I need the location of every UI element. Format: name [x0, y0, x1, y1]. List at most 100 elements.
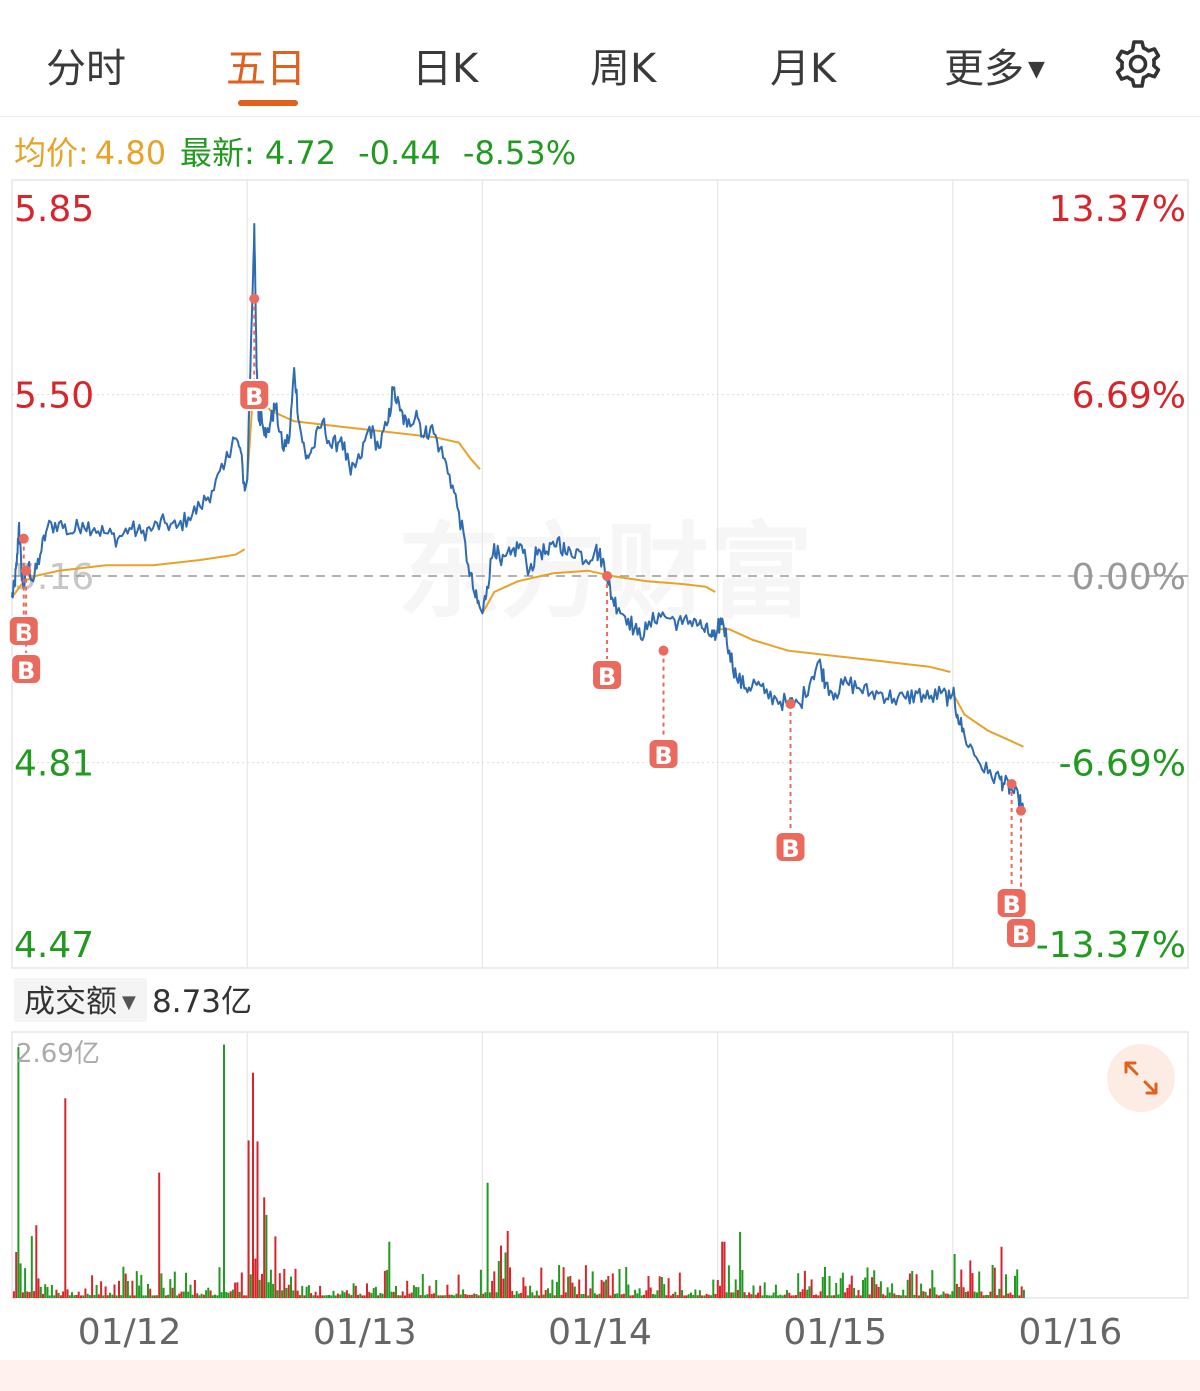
volume-bar — [862, 1279, 864, 1298]
volume-bar — [73, 1295, 76, 1298]
volume-bar — [359, 1293, 362, 1298]
volume-total: 8.73亿 — [152, 984, 252, 1020]
buy-marker[interactable]: B — [647, 645, 680, 770]
volume-bar — [522, 1277, 525, 1298]
volume-bar — [996, 1295, 999, 1298]
volume-bar — [66, 1289, 69, 1298]
volume-bar — [723, 1241, 726, 1298]
volume-bar — [328, 1295, 330, 1298]
buy-marker-badge — [647, 738, 680, 770]
volume-bar — [441, 1295, 444, 1298]
volume-bar — [727, 1265, 730, 1298]
buy-marker-label: B — [15, 619, 33, 647]
volume-bar — [578, 1279, 581, 1298]
volume-bar — [243, 1295, 246, 1298]
volume-bar — [681, 1290, 683, 1298]
volume-bar — [1007, 1293, 1010, 1298]
volume-bar — [1000, 1246, 1003, 1298]
volume-bar — [428, 1285, 431, 1298]
volume-bar — [663, 1284, 666, 1298]
volume-bar — [71, 1292, 73, 1298]
volume-bar — [946, 1293, 949, 1298]
buy-marker-dot — [658, 645, 669, 656]
volume-bar — [955, 1283, 958, 1298]
volume-bar — [734, 1279, 737, 1298]
buy-marker[interactable]: B — [995, 779, 1028, 919]
volume-bar — [227, 1292, 230, 1298]
volume-bar — [730, 1292, 733, 1298]
volume-bar — [448, 1294, 451, 1298]
volume-bar — [162, 1287, 165, 1298]
volume-bar — [468, 1294, 471, 1298]
buy-marker-dot — [1016, 805, 1027, 816]
volume-bar — [133, 1295, 136, 1298]
volume-bar — [129, 1295, 132, 1298]
volume-bar — [421, 1274, 424, 1298]
volume-bar — [560, 1294, 563, 1298]
volume-indicator-dropdown[interactable]: 成交额 — [24, 984, 117, 1020]
volume-bar — [547, 1288, 549, 1298]
volume-bar — [665, 1295, 668, 1298]
volume-bar — [897, 1295, 900, 1298]
volume-bar — [895, 1295, 898, 1298]
expand-button[interactable] — [1107, 1044, 1175, 1112]
buy-marker-badge — [7, 615, 40, 647]
volume-bar — [111, 1294, 114, 1298]
volume-bar — [258, 1279, 261, 1298]
volume-bar — [323, 1295, 326, 1298]
volume-bar — [272, 1283, 275, 1298]
tab-five-day[interactable]: 五日 — [226, 46, 306, 92]
volume-bar — [50, 1284, 53, 1298]
volume-bar — [202, 1294, 205, 1298]
volume-bar — [801, 1289, 804, 1298]
buy-marker[interactable]: B — [774, 699, 807, 863]
volume-bar — [345, 1290, 348, 1298]
volume-bar — [21, 1292, 24, 1298]
volume-bar — [506, 1230, 509, 1298]
buy-marker[interactable]: B — [7, 533, 40, 647]
volume-bar — [220, 1292, 223, 1298]
volume-bar — [967, 1291, 969, 1298]
tab-daily-k[interactable]: 日K — [412, 46, 479, 92]
volume-bar — [238, 1291, 241, 1298]
volume-bar — [652, 1294, 654, 1298]
buy-marker-label: B — [1002, 891, 1020, 919]
tab-weekly-k[interactable]: 周K — [590, 46, 657, 92]
volume-bar — [178, 1293, 181, 1298]
volume-bar — [97, 1294, 100, 1298]
volume-bar — [417, 1287, 420, 1298]
chart-canvas[interactable]: 东方财富 5.855.505.164.814.4713.37%6.69%0.00… — [0, 176, 1200, 1366]
volume-bar — [643, 1294, 645, 1298]
buy-marker[interactable]: B — [1005, 805, 1038, 949]
volume-bar — [935, 1294, 938, 1298]
gear-icon[interactable] — [1110, 36, 1166, 92]
volume-bar — [30, 1236, 33, 1298]
volume-bar — [397, 1295, 400, 1298]
volume-bar — [882, 1294, 885, 1298]
buy-marker[interactable]: B — [591, 571, 624, 691]
volume-bar — [634, 1289, 637, 1298]
volume-bar — [158, 1172, 161, 1298]
volume-bar — [1018, 1295, 1021, 1298]
volume-bar — [319, 1285, 322, 1298]
volume-bar — [777, 1295, 780, 1298]
volume-bar — [395, 1286, 397, 1298]
volume-bar — [274, 1236, 277, 1298]
buy-marker[interactable]: B — [238, 293, 271, 411]
buy-marker[interactable]: B — [10, 565, 43, 685]
volume-bar — [627, 1284, 630, 1298]
volume-bar — [1016, 1269, 1019, 1298]
volume-bar — [100, 1281, 103, 1298]
volume-bar — [669, 1295, 672, 1298]
tab-more[interactable]: 更多 ▼ — [944, 36, 1045, 92]
volume-bar — [424, 1295, 427, 1298]
volume-bar — [569, 1276, 572, 1298]
tab-intraday[interactable]: 分时 — [46, 46, 126, 92]
volume-bar — [978, 1271, 981, 1298]
volume-bar — [307, 1285, 310, 1298]
volume-bar — [873, 1270, 876, 1298]
tab-monthly-k[interactable]: 月K — [770, 46, 837, 92]
volume-bar — [86, 1293, 89, 1298]
volume-bar — [173, 1271, 176, 1298]
volume-bar — [531, 1292, 534, 1298]
